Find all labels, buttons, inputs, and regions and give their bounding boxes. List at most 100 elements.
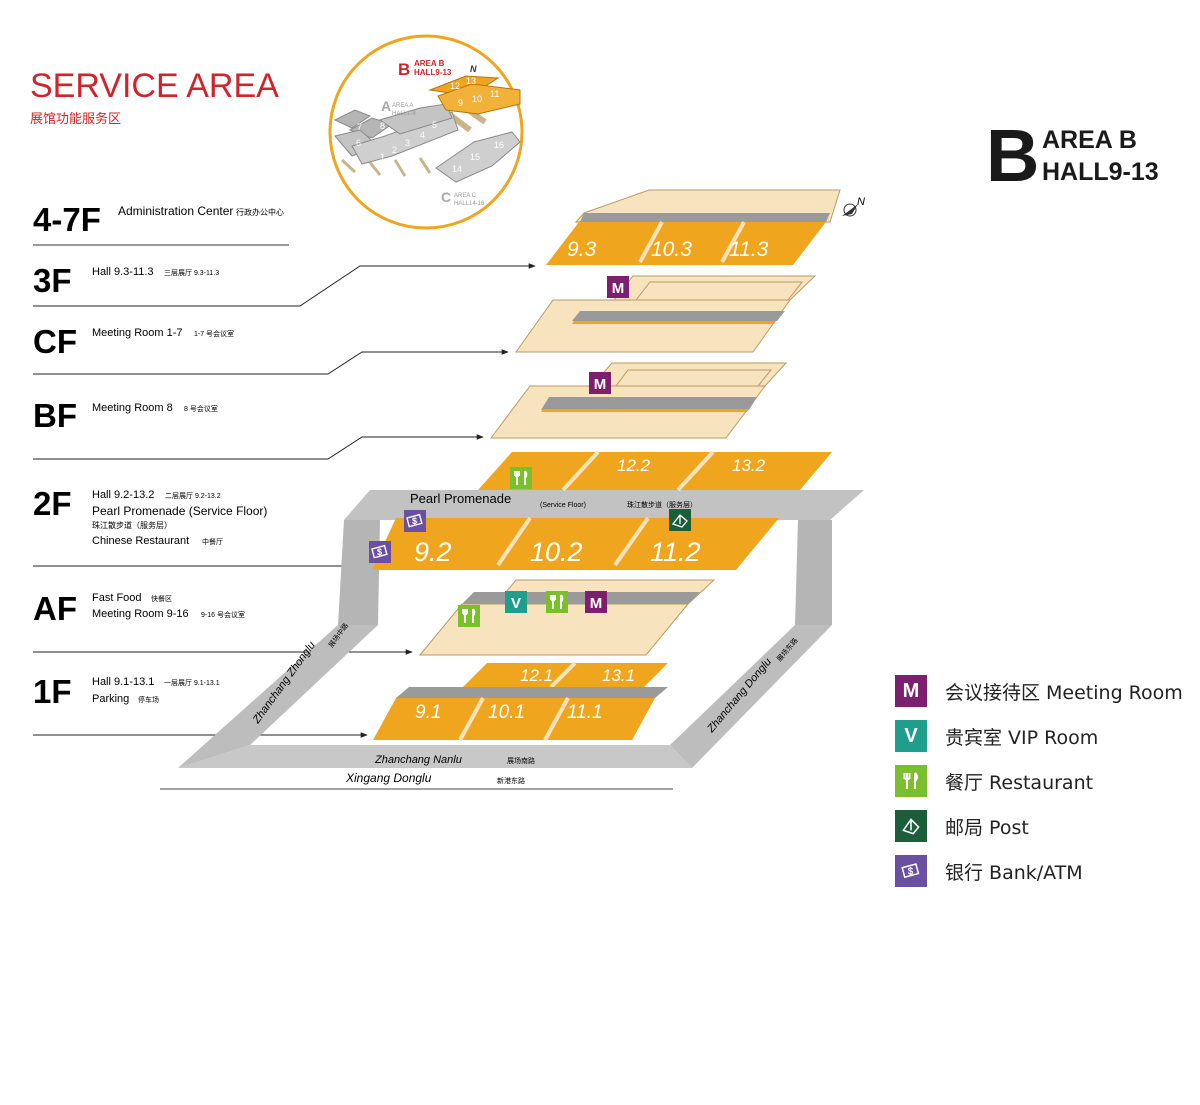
floor-desc: Meeting Room 8	[92, 402, 173, 414]
floor-desc: Hall 9.1-13.1	[92, 676, 154, 688]
floor-1f-plan	[373, 661, 668, 741]
minimap-hall-label: 12	[450, 81, 460, 91]
vip-room-icon: V	[895, 720, 927, 752]
legend-label: 银行 Bank/ATM	[945, 861, 1083, 884]
svg-text:M: M	[594, 376, 607, 393]
post-office-icon	[895, 810, 927, 842]
road-label-nanlu-cn: 展场南路	[507, 756, 535, 765]
minimap-hall-label: 10	[472, 94, 482, 104]
legend-label: 餐厅 Restaurant	[945, 771, 1094, 794]
floor-directory: 4-7F Administration Center 行政办公中心 3F Hal…	[33, 201, 289, 710]
hall-label-10-1: 10.1	[488, 702, 525, 723]
legend-item-post: 邮局 Post	[895, 810, 1195, 842]
minimap-hall-label: 1	[380, 152, 385, 162]
minimap-hall-label: 5	[432, 120, 437, 130]
floor-desc-cn: 8 号会议室	[184, 404, 218, 413]
hall-label-11-1: 11.1	[567, 702, 603, 723]
page-subtitle: 展馆功能服务区	[30, 111, 121, 127]
vip-room-icon: V	[505, 591, 527, 613]
bank-atm-icon: $	[404, 510, 426, 532]
road-label-nanlu: Zhanchang Nanlu	[374, 754, 462, 766]
minimap-hall-label: 2	[392, 145, 397, 155]
svg-text:$: $	[412, 516, 417, 526]
meeting-room-icon: M	[589, 372, 611, 394]
restaurant-icon	[458, 605, 480, 627]
road-label-xingang-cn: 新港东路	[497, 776, 525, 785]
minimap-area-a-letter: A	[381, 98, 391, 114]
floor-label-cf: CF	[33, 323, 77, 360]
hall-label-13-1: 13.1	[602, 666, 635, 685]
svg-text:M: M	[590, 595, 603, 612]
svg-text:M: M	[612, 280, 625, 297]
floor-label-2f: 2F	[33, 485, 72, 522]
restaurant-icon	[510, 467, 532, 489]
hall-label-9-1: 9.1	[415, 702, 441, 723]
promenade-label: Pearl Promenade	[410, 491, 511, 506]
legend-item-meeting-room: M 会议接待区 Meeting Room	[895, 675, 1195, 707]
minimap-hall-label: 7	[357, 122, 362, 132]
floor-bf-plan	[490, 362, 788, 439]
hall-label-12-2: 12.2	[617, 456, 651, 475]
hall-label-13-2: 13.2	[732, 456, 766, 475]
floor-desc: Hall 9.2-13.2	[92, 489, 154, 501]
north-label: N	[857, 196, 865, 208]
floor-desc: Parking	[92, 693, 129, 705]
area-badge-name: AREA B	[1042, 126, 1137, 154]
minimap-area-c-letter: C	[441, 189, 451, 205]
floor-3f-plan	[546, 189, 841, 265]
minimap-hall-label: 8	[380, 121, 385, 131]
minimap-area-a-line1: AREA A	[392, 103, 413, 109]
bank-atm-icon: $	[895, 855, 927, 887]
leader-lines	[33, 263, 536, 738]
post-office-icon	[669, 509, 691, 531]
floor-label-4-7f: 4-7F	[33, 201, 101, 238]
restaurant-icon	[895, 765, 927, 797]
minimap-area-c-line1: AREA C	[454, 193, 477, 199]
floor-desc-cn: 一层展厅 9.1-13.1	[164, 679, 220, 687]
minimap-hall-label: 15	[470, 152, 480, 162]
road-label-xingang: Xingang Donglu	[345, 771, 432, 785]
north-arrow-icon: N	[842, 196, 865, 217]
floor-desc: Fast Food	[92, 592, 142, 604]
legend: M 会议接待区 Meeting Room V 贵宾室 VIP Room 餐厅 R…	[895, 675, 1195, 900]
hall-label-12-1: 12.1	[520, 666, 553, 685]
floor-desc-cn: 1-7 号会议室	[194, 329, 234, 338]
legend-item-bank-atm: $ 银行 Bank/ATM	[895, 855, 1195, 887]
minimap-area-c-halls	[435, 131, 521, 183]
minimap-hall-label: 3	[405, 138, 410, 148]
bank-atm-icon: $	[369, 541, 391, 563]
floor-desc: Meeting Room 9-16	[92, 608, 189, 620]
floor-label-af: AF	[33, 590, 77, 627]
svg-text:$: $	[377, 547, 382, 557]
legend-label: 邮局 Post	[945, 816, 1029, 839]
floor-desc: Pearl Promenade (Service Floor)	[92, 504, 267, 518]
minimap-hall-label: 13	[466, 76, 476, 86]
floor-desc-cn: 行政办公中心	[236, 207, 284, 217]
hall-label-9-3: 9.3	[567, 238, 597, 261]
floor-desc-cn: 9-16 号会议室	[201, 610, 245, 619]
floor-desc: Meeting Room 1-7	[92, 327, 183, 339]
hall-label-10-3: 10.3	[651, 238, 692, 261]
road-label-donglu: Zhanchang Donglu	[704, 656, 774, 736]
minimap-north-label: N	[470, 64, 477, 74]
area-badge-letter: B	[986, 114, 1039, 197]
floor-desc-cn: 快餐区	[151, 594, 172, 603]
floor-desc-cn: 三层展厅 9.3-11.3	[164, 269, 219, 277]
hall-label-9-2: 9.2	[414, 537, 452, 567]
floor-desc: Administration Center	[118, 204, 233, 218]
legend-item-vip-room: V 贵宾室 VIP Room	[895, 720, 1195, 752]
minimap-area-b-line1: AREA B	[414, 59, 445, 68]
meeting-room-icon: M	[607, 276, 629, 298]
minimap-area-b-halls	[428, 75, 521, 115]
minimap-area-b-letter: B	[398, 60, 410, 79]
minimap-hall-label: 4	[420, 130, 425, 140]
promenade-cn: 珠江散步道（服务层）	[627, 500, 697, 509]
svg-text:V: V	[511, 595, 521, 612]
floor-desc: Chinese Restaurant	[92, 535, 189, 547]
minimap-area-c-line2: HALL14-16	[454, 201, 485, 207]
area-badge-halls: HALL9-13	[1042, 158, 1159, 186]
floor-desc-cn: 中餐厅	[202, 537, 223, 546]
minimap-hall-label: 16	[494, 140, 504, 150]
minimap: 1 2 3 4 5 6 7 8 A AREA A HALL1-8 9 10 11…	[328, 34, 524, 230]
meeting-room-icon: M	[895, 675, 927, 707]
